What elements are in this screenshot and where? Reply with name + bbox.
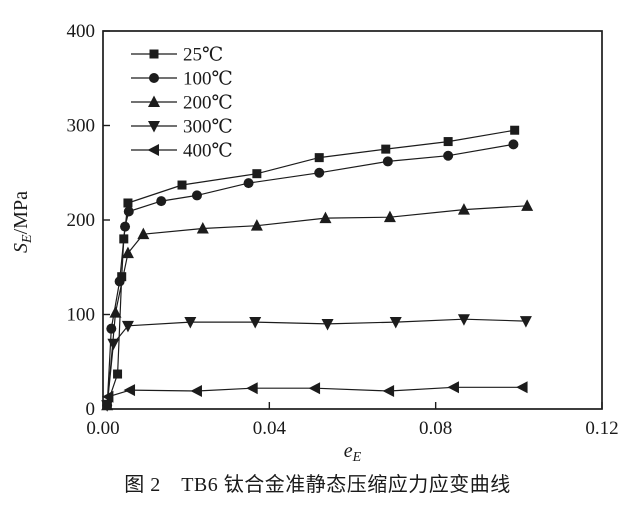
series-marker-100℃ — [156, 196, 167, 207]
legend-label-300℃: 300℃ — [183, 117, 233, 138]
series-marker-300℃ — [389, 317, 402, 329]
plot-frame — [102, 30, 603, 410]
series-marker-400℃ — [308, 382, 321, 395]
series-marker-300℃ — [457, 314, 470, 326]
chart-canvas: 0.00 0.04 0.08 0.12 0 100 200 300 400 SE/MPa eE 25℃… — [10, 21, 619, 465]
series-marker-200℃ — [196, 222, 209, 234]
series-marker-300℃ — [121, 320, 134, 333]
series-marker-400℃ — [382, 385, 395, 398]
y-axis-title: SE/MPa — [10, 191, 35, 253]
series-marker-200℃ — [521, 199, 534, 211]
series-marker-100℃ — [443, 150, 454, 161]
legend-label-400℃: 400℃ — [183, 141, 233, 162]
x-tick-label: 0.04 — [253, 418, 287, 439]
y-tick-label: 300 — [67, 116, 96, 137]
series-line-400℃ — [108, 386, 523, 398]
series-marker-25℃ — [510, 125, 520, 135]
x-tick-label: 0.12 — [585, 418, 618, 439]
x-axis-title: eE — [344, 440, 362, 462]
legend-marker-100℃ — [149, 73, 159, 83]
series-marker-300℃ — [184, 317, 197, 329]
x-tick-label: 0.08 — [419, 418, 452, 439]
series-marker-200℃ — [383, 210, 396, 223]
series-marker-100℃ — [123, 206, 134, 217]
legend-label-25℃: 25℃ — [183, 45, 223, 66]
series-marker-400℃ — [447, 381, 459, 394]
legend-label-100℃: 100℃ — [183, 69, 233, 90]
series-marker-100℃ — [243, 178, 254, 189]
series-marker-200℃ — [109, 306, 122, 318]
series-marker-300℃ — [249, 317, 262, 329]
series-marker-25℃ — [443, 137, 453, 147]
series-marker-100℃ — [508, 139, 519, 150]
series-marker-400℃ — [246, 382, 258, 395]
series-marker-300℃ — [321, 318, 334, 331]
series-line-25℃ — [106, 129, 515, 405]
legend-label-200℃: 200℃ — [183, 93, 233, 114]
legend-marker-300℃ — [148, 121, 160, 133]
series-marker-200℃ — [457, 203, 470, 215]
series-marker-100℃ — [314, 167, 325, 178]
stress-strain-chart: 0.00 0.04 0.08 0.12 0 100 200 300 400 SE/MPa eE 25℃… — [10, 21, 619, 465]
series-marker-25℃ — [113, 369, 123, 379]
series-marker-400℃ — [101, 390, 114, 403]
series-marker-300℃ — [101, 400, 114, 412]
series-line-100℃ — [106, 143, 514, 406]
series-marker-100℃ — [191, 190, 202, 201]
series-marker-25℃ — [117, 272, 127, 282]
series-marker-200℃ — [137, 227, 150, 240]
series-marker-25℃ — [252, 169, 262, 179]
y-tick-label: 0 — [86, 399, 96, 420]
y-tick-label: 100 — [67, 305, 96, 326]
x-tick-label: 0.00 — [86, 418, 119, 439]
legend-marker-25℃ — [149, 49, 159, 59]
series-marker-300℃ — [519, 316, 532, 328]
series-marker-300℃ — [107, 338, 120, 351]
series-marker-25℃ — [381, 144, 391, 154]
series-marker-200℃ — [121, 246, 134, 259]
series-marker-100℃ — [382, 156, 393, 167]
series-marker-200℃ — [250, 219, 263, 231]
series-marker-25℃ — [177, 180, 187, 190]
figure-caption: 图 2 TB6 钛合金准静态压缩应力应变曲线 — [124, 474, 511, 496]
series-marker-25℃ — [314, 153, 324, 163]
y-tick-label: 400 — [67, 21, 96, 42]
series-line-200℃ — [106, 205, 528, 406]
series-marker-400℃ — [123, 384, 136, 397]
legend-marker-200℃ — [148, 95, 160, 107]
y-tick-label: 200 — [67, 210, 96, 231]
series-marker-100℃ — [120, 221, 131, 232]
series-marker-400℃ — [190, 385, 202, 398]
legend-marker-400℃ — [147, 144, 159, 156]
series-marker-400℃ — [516, 381, 528, 394]
series-marker-200℃ — [319, 211, 332, 224]
series-marker-25℃ — [123, 198, 133, 208]
